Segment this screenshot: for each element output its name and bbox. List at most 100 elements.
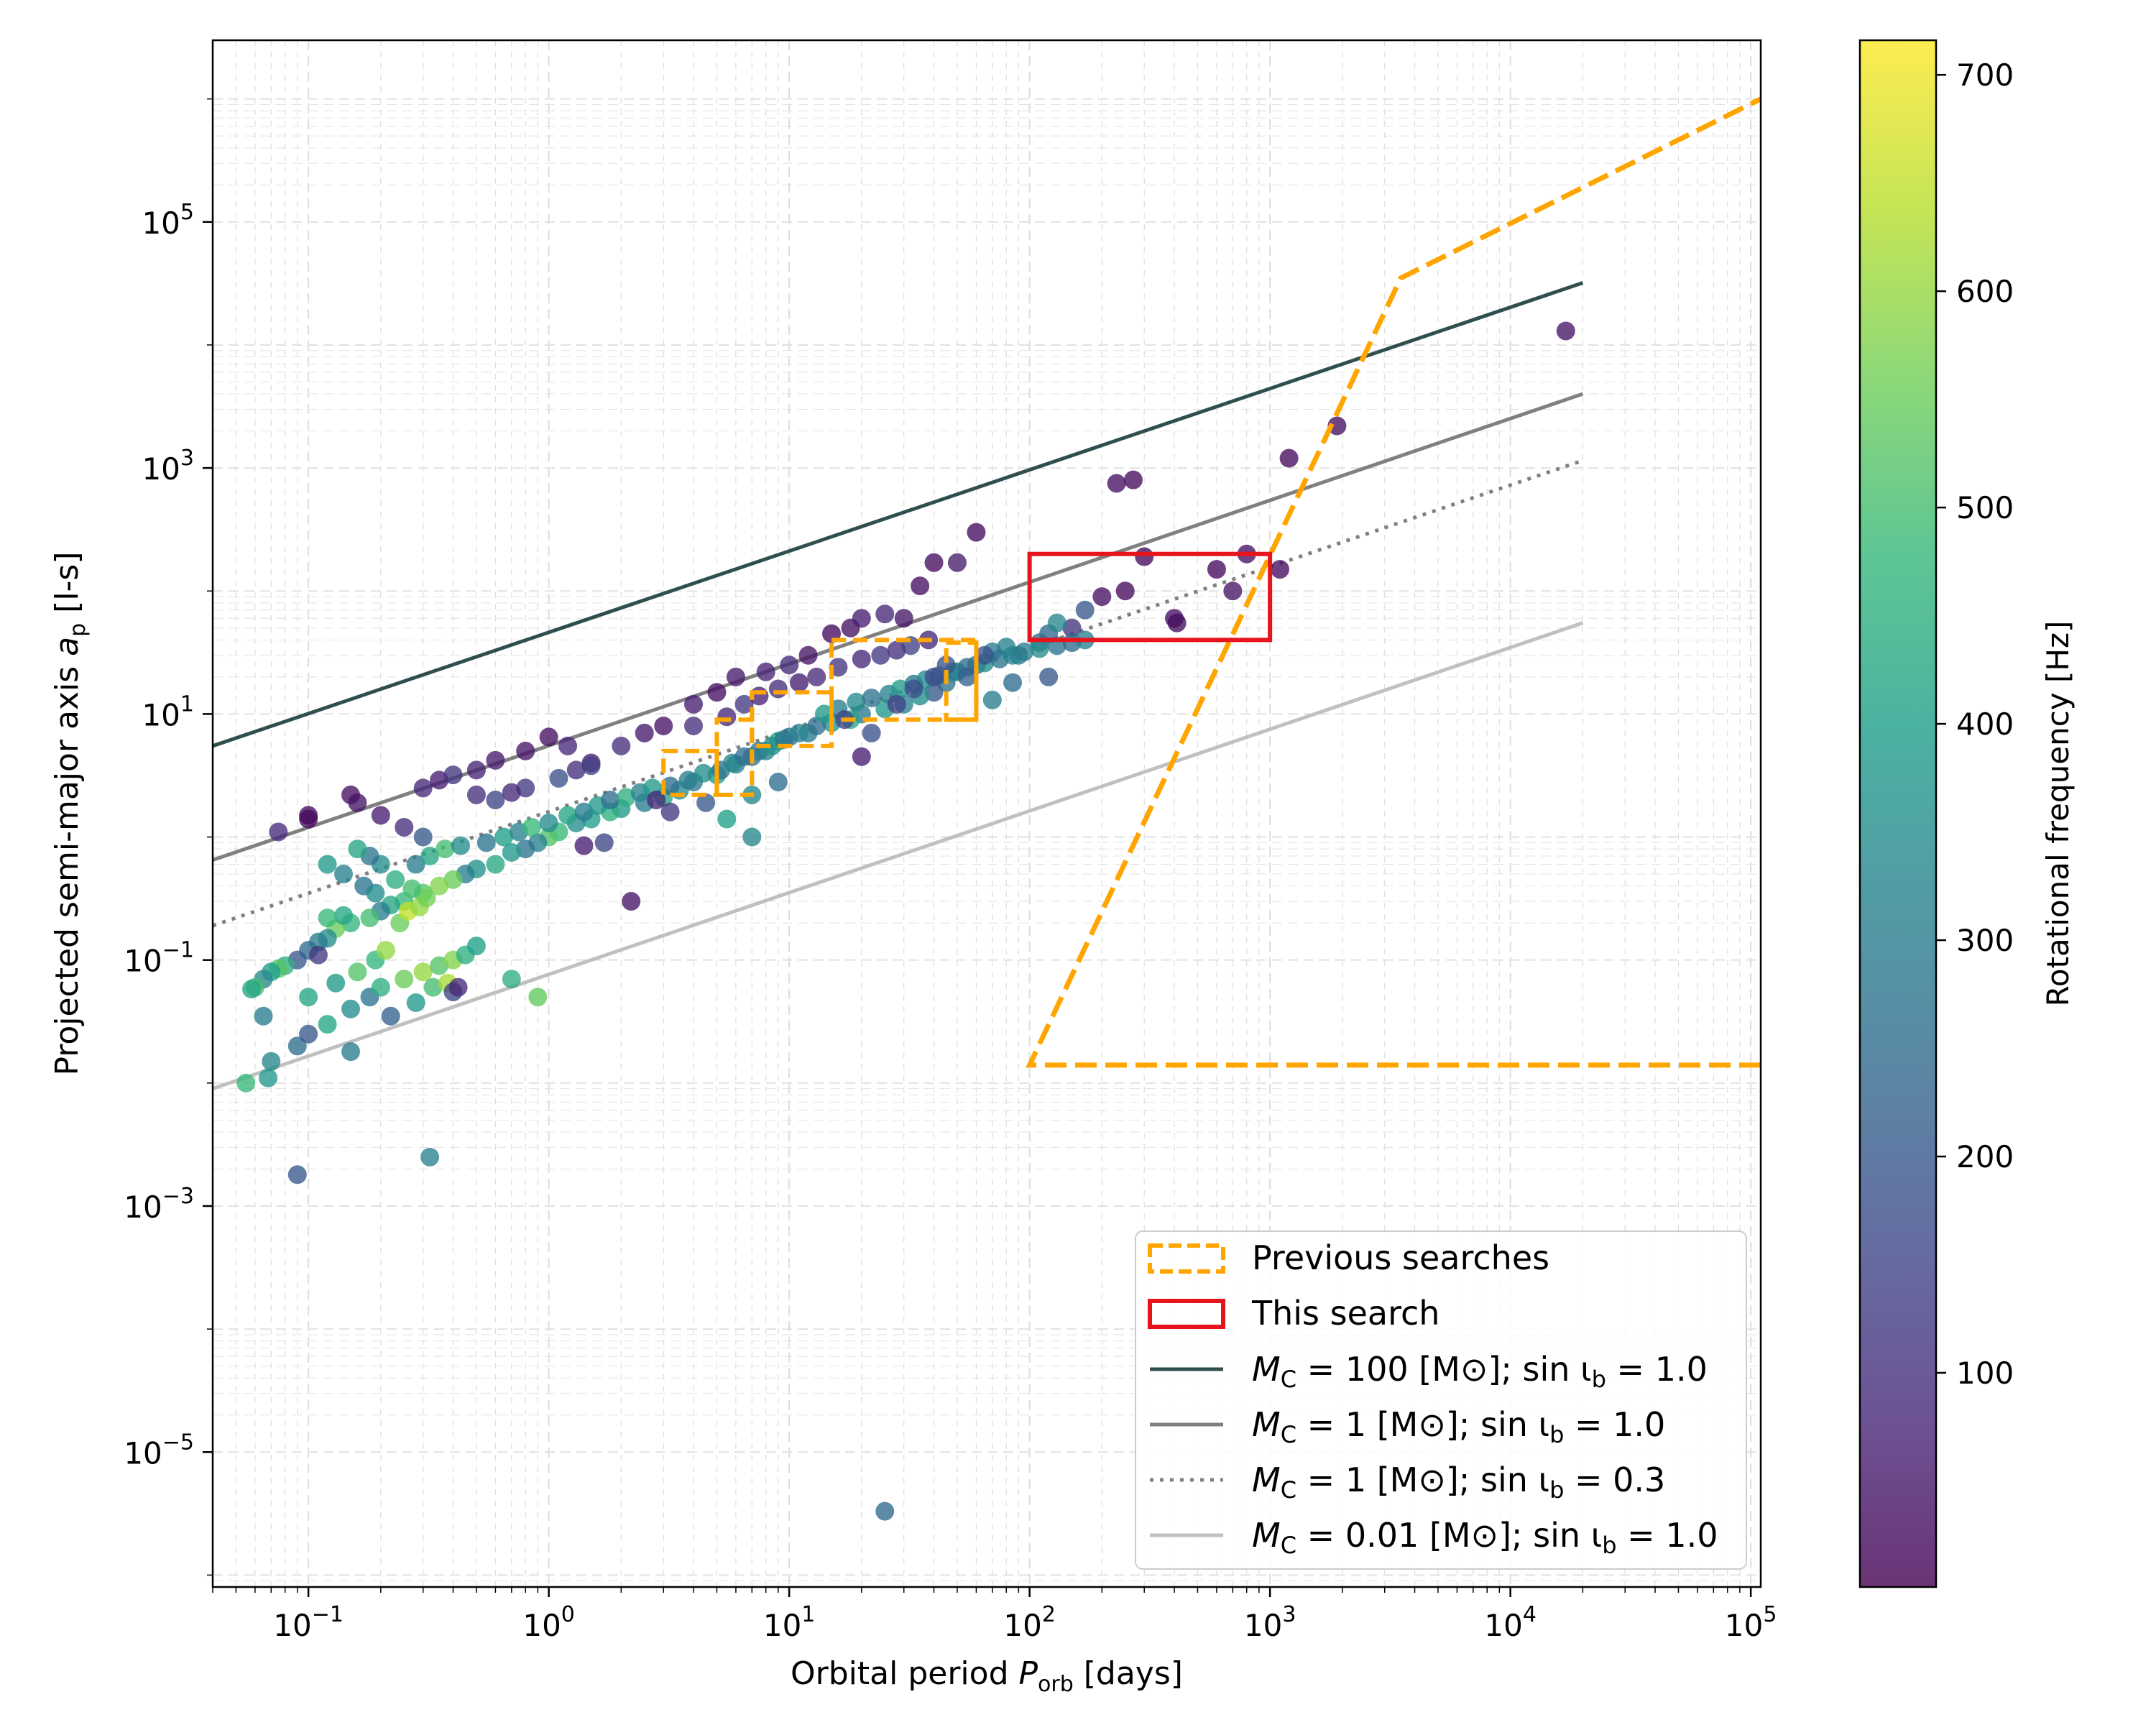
data-point [476, 833, 496, 852]
data-point [318, 908, 337, 928]
data-point [287, 1165, 307, 1184]
data-point [982, 690, 1002, 709]
data-point [768, 773, 788, 792]
data-point [333, 906, 353, 925]
data-point [318, 855, 337, 874]
legend-label-previous: Previous searches [1252, 1238, 1549, 1277]
colorbar-tick-label: 200 [1956, 1139, 2014, 1174]
data-point [360, 908, 379, 928]
data-point [1075, 600, 1095, 620]
data-point [894, 609, 913, 628]
data-point [348, 962, 367, 982]
data-point [341, 1042, 361, 1062]
this-search-box [1027, 551, 1273, 643]
data-point [875, 1501, 895, 1521]
x-tick-label: 101 [763, 1602, 816, 1643]
data-point [539, 727, 558, 747]
data-point [420, 1147, 440, 1167]
data-point [502, 970, 521, 989]
data-point [254, 1006, 273, 1026]
data-point [413, 962, 433, 982]
data-point [1115, 581, 1135, 601]
data-point [1092, 587, 1112, 607]
data-point [558, 806, 578, 825]
data-point [1327, 416, 1347, 436]
data-point [756, 662, 775, 681]
x-tick-label: 102 [1003, 1602, 1056, 1643]
data-point [443, 870, 463, 889]
data-point [904, 679, 923, 699]
data-point [443, 765, 463, 785]
data-point [684, 694, 704, 714]
x-tick-label: 105 [1725, 1602, 1777, 1643]
data-point [516, 741, 535, 760]
y-tick-label: 10−1 [124, 938, 194, 979]
data-point [522, 817, 542, 837]
legend-swatch-this [1148, 1299, 1225, 1329]
data-point [502, 842, 521, 862]
data-point [936, 656, 956, 675]
plot-area [213, 96, 1761, 1521]
y-tick-label: 103 [142, 446, 194, 487]
data-point [717, 707, 737, 727]
data-point [417, 888, 436, 908]
previous-search-boxes [661, 638, 979, 797]
data-point [1030, 639, 1049, 658]
y-tick-label: 10−5 [124, 1430, 194, 1471]
data-point [262, 1052, 281, 1071]
data-point [539, 814, 558, 833]
colorbar-ticks: 100 200 300 400 500 600 700 [1936, 58, 2014, 1391]
data-point [717, 809, 737, 829]
data-point [1270, 560, 1289, 579]
data-point [371, 978, 390, 997]
data-point [236, 1073, 256, 1092]
colorbar-tick-label: 100 [1956, 1356, 2014, 1391]
data-point [423, 978, 443, 997]
x-tick-label: 100 [522, 1602, 575, 1643]
y-axis-label: Projected semi-major axis ap [l-s] [49, 551, 91, 1075]
data-point [707, 683, 727, 702]
data-point [852, 609, 871, 628]
legend-label-mc1-sin03: MC = 1 [M⊙]; sin ιb = 0.3 [1252, 1460, 1665, 1504]
data-point [635, 723, 654, 742]
data-point [789, 673, 808, 692]
data-point [1167, 613, 1187, 632]
data-point [1123, 470, 1143, 489]
colorbar-tick-label: 700 [1956, 58, 2014, 93]
data-point [420, 847, 440, 866]
data-point [406, 855, 425, 874]
data-point [660, 802, 680, 822]
data-point [875, 604, 895, 624]
data-point [975, 645, 995, 665]
plot-frame [211, 39, 1762, 1588]
colorbar-tick-label: 500 [1956, 490, 2014, 525]
x-tick-label: 104 [1484, 1602, 1537, 1643]
data-point [348, 793, 367, 812]
data-point [694, 763, 713, 783]
data-point [647, 791, 666, 810]
data-point [549, 768, 568, 788]
legend-swatch-previous [1148, 1243, 1225, 1274]
legend-label-mc001: MC = 0.01 [M⊙]; sin ιb = 1.0 [1252, 1516, 1718, 1559]
data-point [947, 553, 967, 572]
data-point [862, 723, 881, 742]
data-point [413, 827, 433, 847]
data-point [847, 692, 866, 712]
data-point [798, 645, 818, 665]
data-point [684, 716, 704, 735]
colorbar-tick-label: 300 [1956, 923, 2014, 958]
data-point [430, 876, 449, 896]
x-axis-label: Orbital period Porb [days] [791, 1655, 1183, 1697]
data-point [386, 870, 405, 889]
reference-line-mc001 [213, 621, 1584, 1091]
data-point [1135, 547, 1154, 566]
data-point [789, 723, 808, 742]
data-point [486, 750, 505, 770]
data-point [862, 689, 881, 708]
grid [212, 40, 1761, 1588]
data-point [486, 791, 505, 810]
data-point [366, 883, 385, 903]
data-point [807, 667, 826, 686]
data-point [612, 736, 631, 755]
data-point [967, 523, 986, 542]
